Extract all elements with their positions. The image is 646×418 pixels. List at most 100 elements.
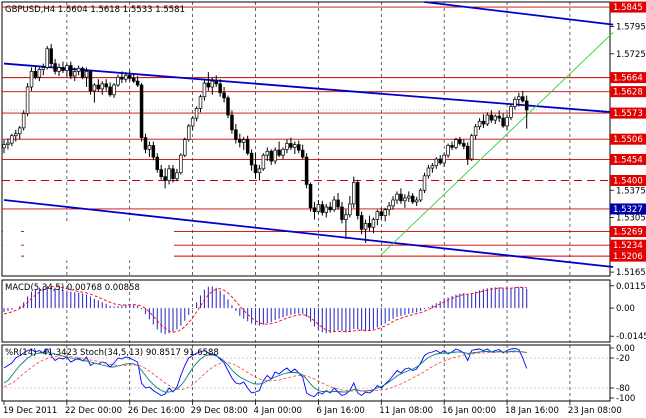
candle-body — [403, 197, 407, 202]
candle-body — [289, 143, 293, 148]
candle-body — [139, 84, 144, 138]
candle-body — [214, 80, 218, 85]
candle-body — [359, 215, 364, 230]
candle-body — [430, 165, 435, 169]
candle-body — [14, 133, 18, 137]
candle-body — [367, 223, 372, 228]
candle-body — [348, 203, 352, 216]
candle-body — [234, 129, 238, 140]
candle-body — [218, 83, 222, 94]
macd-tick-label: -0.01451 — [616, 332, 646, 342]
candle-body — [446, 145, 450, 156]
candle-body — [418, 189, 423, 201]
candle-body — [414, 199, 419, 203]
candle-body — [202, 82, 207, 98]
candle-body — [6, 142, 10, 146]
candle-body — [395, 193, 399, 201]
candle-body — [297, 144, 301, 151]
price-pane-title: GBPUSD,H4 1.5604 1.5618 1.5533 1.5581 — [5, 5, 185, 15]
candle-body — [194, 108, 199, 119]
macd-pane[interactable]: 0.01151 0.00 -0.01451 MACD(5,34,5) 0.00768… — [1, 279, 646, 343]
candle-body — [383, 209, 387, 216]
candle-body — [379, 211, 384, 216]
time-tick-label: 26 Dec 16:00 — [128, 406, 185, 416]
candle-body — [426, 167, 431, 177]
candle-body — [124, 74, 128, 80]
oscillator-tick-label: -80 — [616, 384, 630, 394]
candle-body — [261, 154, 266, 170]
candle-body — [25, 86, 30, 114]
candle-body — [128, 74, 132, 79]
time-tick-label: 4 Jan 00:00 — [254, 406, 302, 416]
price-tag-bg — [610, 226, 646, 238]
time-tick-label: 18 Jan 16:00 — [505, 406, 559, 416]
candle-body — [69, 65, 73, 77]
candle-body — [363, 223, 368, 230]
candle-body — [336, 199, 340, 208]
candle-body — [245, 139, 250, 154]
candle-body — [300, 149, 305, 158]
candle-body — [332, 199, 336, 211]
oscillator-series-line — [3, 351, 527, 392]
candle-body — [175, 172, 179, 179]
oscillator-tick-label: -100 — [616, 394, 635, 404]
price-tag-label: 1.5664 — [613, 74, 643, 84]
price-tick-label: 1.5725 — [616, 50, 646, 60]
candle-body — [186, 125, 191, 140]
price-tag-bg — [610, 239, 646, 251]
macd-axis: 0.01151 0.00 -0.01451 — [610, 282, 646, 342]
candle-body — [198, 96, 203, 109]
time-tick-label: 22 Dec 00:00 — [65, 406, 122, 416]
candle-body — [269, 150, 273, 162]
candle-body — [308, 184, 313, 209]
candle-body — [92, 84, 97, 92]
oscillator-pane-title: %R(14) -41.3423 Stoch(34,5,13) 90.8517 9… — [5, 348, 219, 358]
candle-body — [450, 145, 454, 148]
candle-body — [387, 205, 391, 211]
candle-body — [159, 169, 163, 177]
macd-pane-title: MACD(5,34,5) 0.00768 0.00858 — [5, 283, 140, 293]
price-tag-bg — [610, 133, 646, 145]
candle-body — [501, 117, 505, 127]
candle-body — [304, 156, 309, 185]
price-tag-bg — [610, 72, 646, 84]
candle-body — [509, 106, 513, 118]
candle-body — [151, 145, 156, 158]
candle-body — [147, 145, 152, 150]
candle-body — [265, 150, 270, 156]
candle-body — [293, 144, 297, 148]
oscillator-series-line — [3, 348, 528, 398]
candle-body — [497, 115, 501, 119]
candle-body — [88, 71, 93, 92]
candle-body — [10, 135, 14, 144]
oscillator-pane[interactable]: 0.00-20 -80-100 %R(14) -41.3423 Stoch(34,… — [1, 344, 635, 404]
candle-body — [17, 127, 22, 135]
candle-body — [489, 114, 494, 121]
macd-signal-line — [3, 286, 527, 333]
time-tick-label: 16 Jan 00:00 — [442, 406, 496, 416]
candle-body — [120, 76, 124, 80]
candle-body — [135, 80, 140, 86]
candle-body — [438, 158, 442, 164]
candle-body — [462, 143, 466, 147]
channel-lines — [3, 1, 614, 268]
time-axis: 19 Dec 2011 22 Dec 00:00 26 Dec 16:00 29 De… — [3, 401, 622, 416]
candle-body — [53, 63, 57, 72]
price-tag-label: 1.5573 — [613, 109, 643, 119]
candle-body — [21, 113, 26, 129]
candle-body — [410, 195, 415, 203]
candle-body — [183, 139, 187, 156]
candle-body — [355, 182, 360, 216]
candle-body — [257, 168, 262, 174]
candle-body — [163, 176, 167, 181]
candle-body — [517, 96, 521, 100]
oscillator-pane-border — [1, 344, 611, 402]
candle-body — [273, 149, 277, 162]
candle-body — [465, 145, 470, 160]
candle-body — [399, 193, 403, 202]
level-mask — [24, 223, 174, 261]
candle-body — [222, 92, 226, 99]
price-tick-label: 1.5795 — [616, 23, 646, 33]
